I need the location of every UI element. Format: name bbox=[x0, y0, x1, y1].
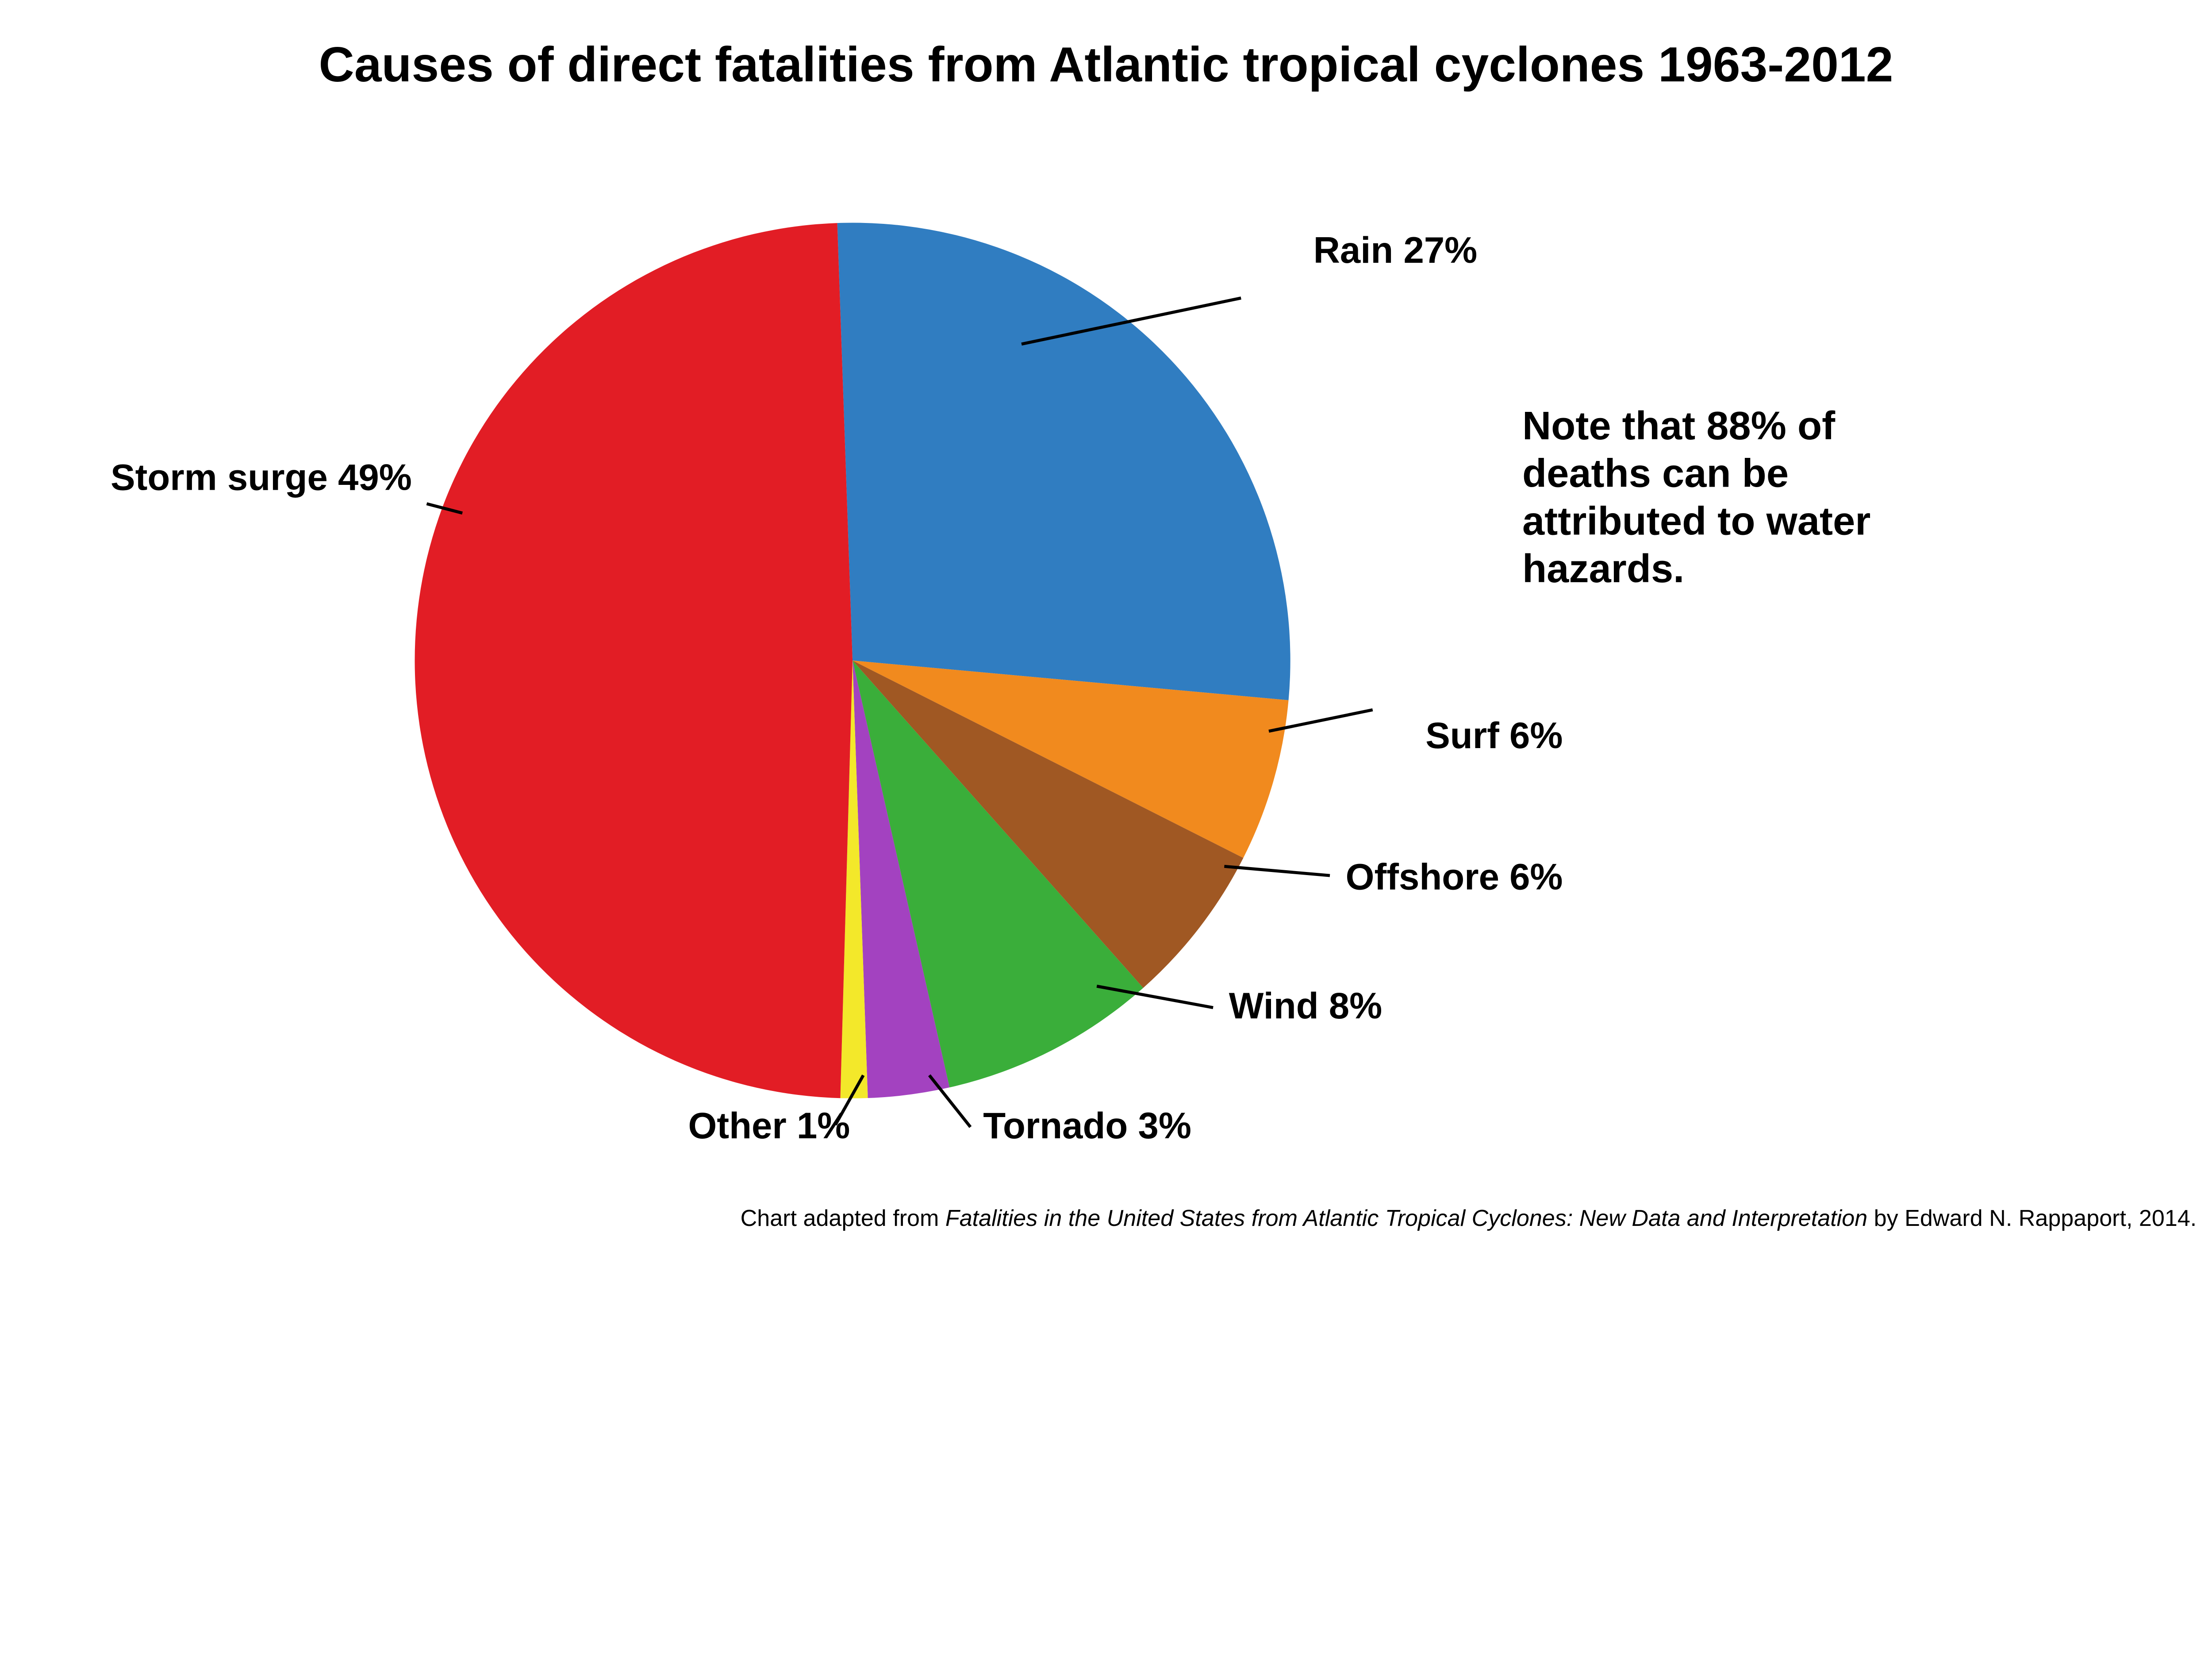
pie-slice-rain bbox=[837, 223, 1290, 700]
pie-slice-stormsurge bbox=[415, 223, 853, 1098]
slice-label-tornado: Tornado 3% bbox=[983, 1106, 1191, 1149]
slice-label-wind: Wind 8% bbox=[1229, 986, 1382, 1029]
credit-italic: Fatalities in the United States from Atl… bbox=[945, 1206, 1867, 1232]
chart-page: Causes of direct fatalities from Atlanti… bbox=[0, 0, 2212, 1244]
pie-chart bbox=[0, 0, 1321, 1129]
credit-prefix: Chart adapted from bbox=[741, 1206, 945, 1232]
slice-label-other: Other 1% bbox=[688, 1106, 850, 1149]
slice-label-rain: Rain 27% bbox=[1313, 230, 1478, 273]
slice-label-offshore: Offshore 6% bbox=[1346, 857, 1563, 900]
slice-label-stormsurge: Storm surge 49% bbox=[111, 458, 412, 501]
credit-suffix: by Edward N. Rappaport, 2014. bbox=[1867, 1206, 2197, 1232]
chart-credit: Chart adapted from Fatalities in the Uni… bbox=[741, 1206, 2197, 1232]
slice-label-surf: Surf 6% bbox=[1425, 716, 1563, 759]
chart-note: Note that 88% of deaths can be attribute… bbox=[1522, 403, 1870, 593]
